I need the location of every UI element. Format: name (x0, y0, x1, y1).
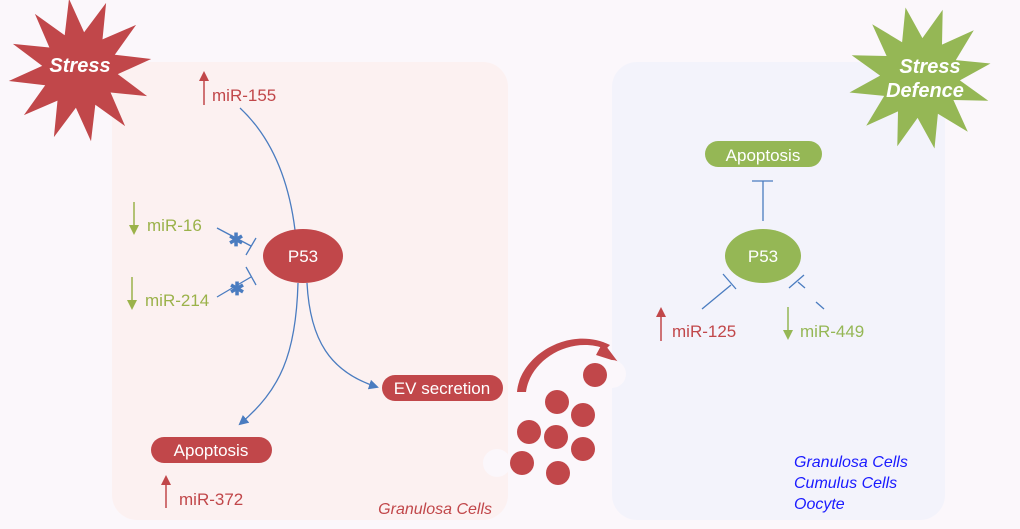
inhibit-line (701, 284, 732, 310)
mir-16-label: miR-16 (147, 216, 202, 235)
mir-125: miR-125 (656, 307, 736, 341)
ev-secretion-node (382, 375, 503, 401)
mir-372-label: miR-372 (179, 490, 243, 509)
mir-125-label: miR-125 (672, 322, 736, 341)
stress-burst: Stress (8, 0, 152, 142)
stress-defence-label-2: Defence (886, 80, 964, 102)
mir-16: miR-16 ✱ (129, 202, 257, 256)
mir-449: miR-449 (783, 307, 864, 341)
p53-label-left: P53 (288, 247, 318, 266)
inhibit-bar (245, 237, 257, 256)
stress-defence-label-1: Stress (899, 56, 960, 78)
mir-155-label: miR-155 (212, 86, 276, 105)
mir-214-label: miR-214 (145, 291, 209, 310)
mir-214: miR-214 ✱ (127, 266, 257, 310)
apoptosis-label-left: Apoptosis (174, 441, 249, 460)
curved-arrow-icon (517, 338, 610, 392)
blocked-x-icon: ✱ (229, 279, 244, 299)
activation-line (239, 107, 296, 231)
inhibit-line (788, 274, 805, 289)
mir-372: miR-372 (161, 475, 243, 509)
stress-defence-burst: Stress Defence (849, 7, 991, 149)
mir-155: miR-155 (199, 71, 276, 105)
granulosa-panel (112, 62, 508, 520)
activation-arrow-ev (306, 282, 379, 390)
blocked-x-icon: ✱ (228, 230, 243, 250)
recipient-panel (612, 62, 945, 520)
p53-label-right: P53 (748, 247, 778, 266)
cumulus-cells-label: Cumulus Cells (794, 475, 897, 492)
oocyte-label: Oocyte (794, 496, 845, 513)
granulosa-cells-label-right: Granulosa Cells (794, 454, 908, 471)
apoptosis-label-right: Apoptosis (726, 146, 801, 165)
activation-arrow-apoptosis (238, 282, 299, 426)
stress-label: Stress (49, 55, 110, 77)
ev-secretion-label: EV secretion (394, 379, 490, 398)
granulosa-cells-label: Granulosa Cells (378, 501, 492, 518)
ev-transfer (483, 338, 626, 485)
apoptosis-node-right (705, 141, 822, 167)
mir-449-label: miR-449 (800, 322, 864, 341)
apoptosis-node-left (151, 437, 272, 463)
inhibit-bar (245, 266, 257, 286)
p53-node-right (725, 229, 801, 283)
extracellular-vesicles (510, 363, 607, 485)
p53-node-left (263, 229, 343, 283)
